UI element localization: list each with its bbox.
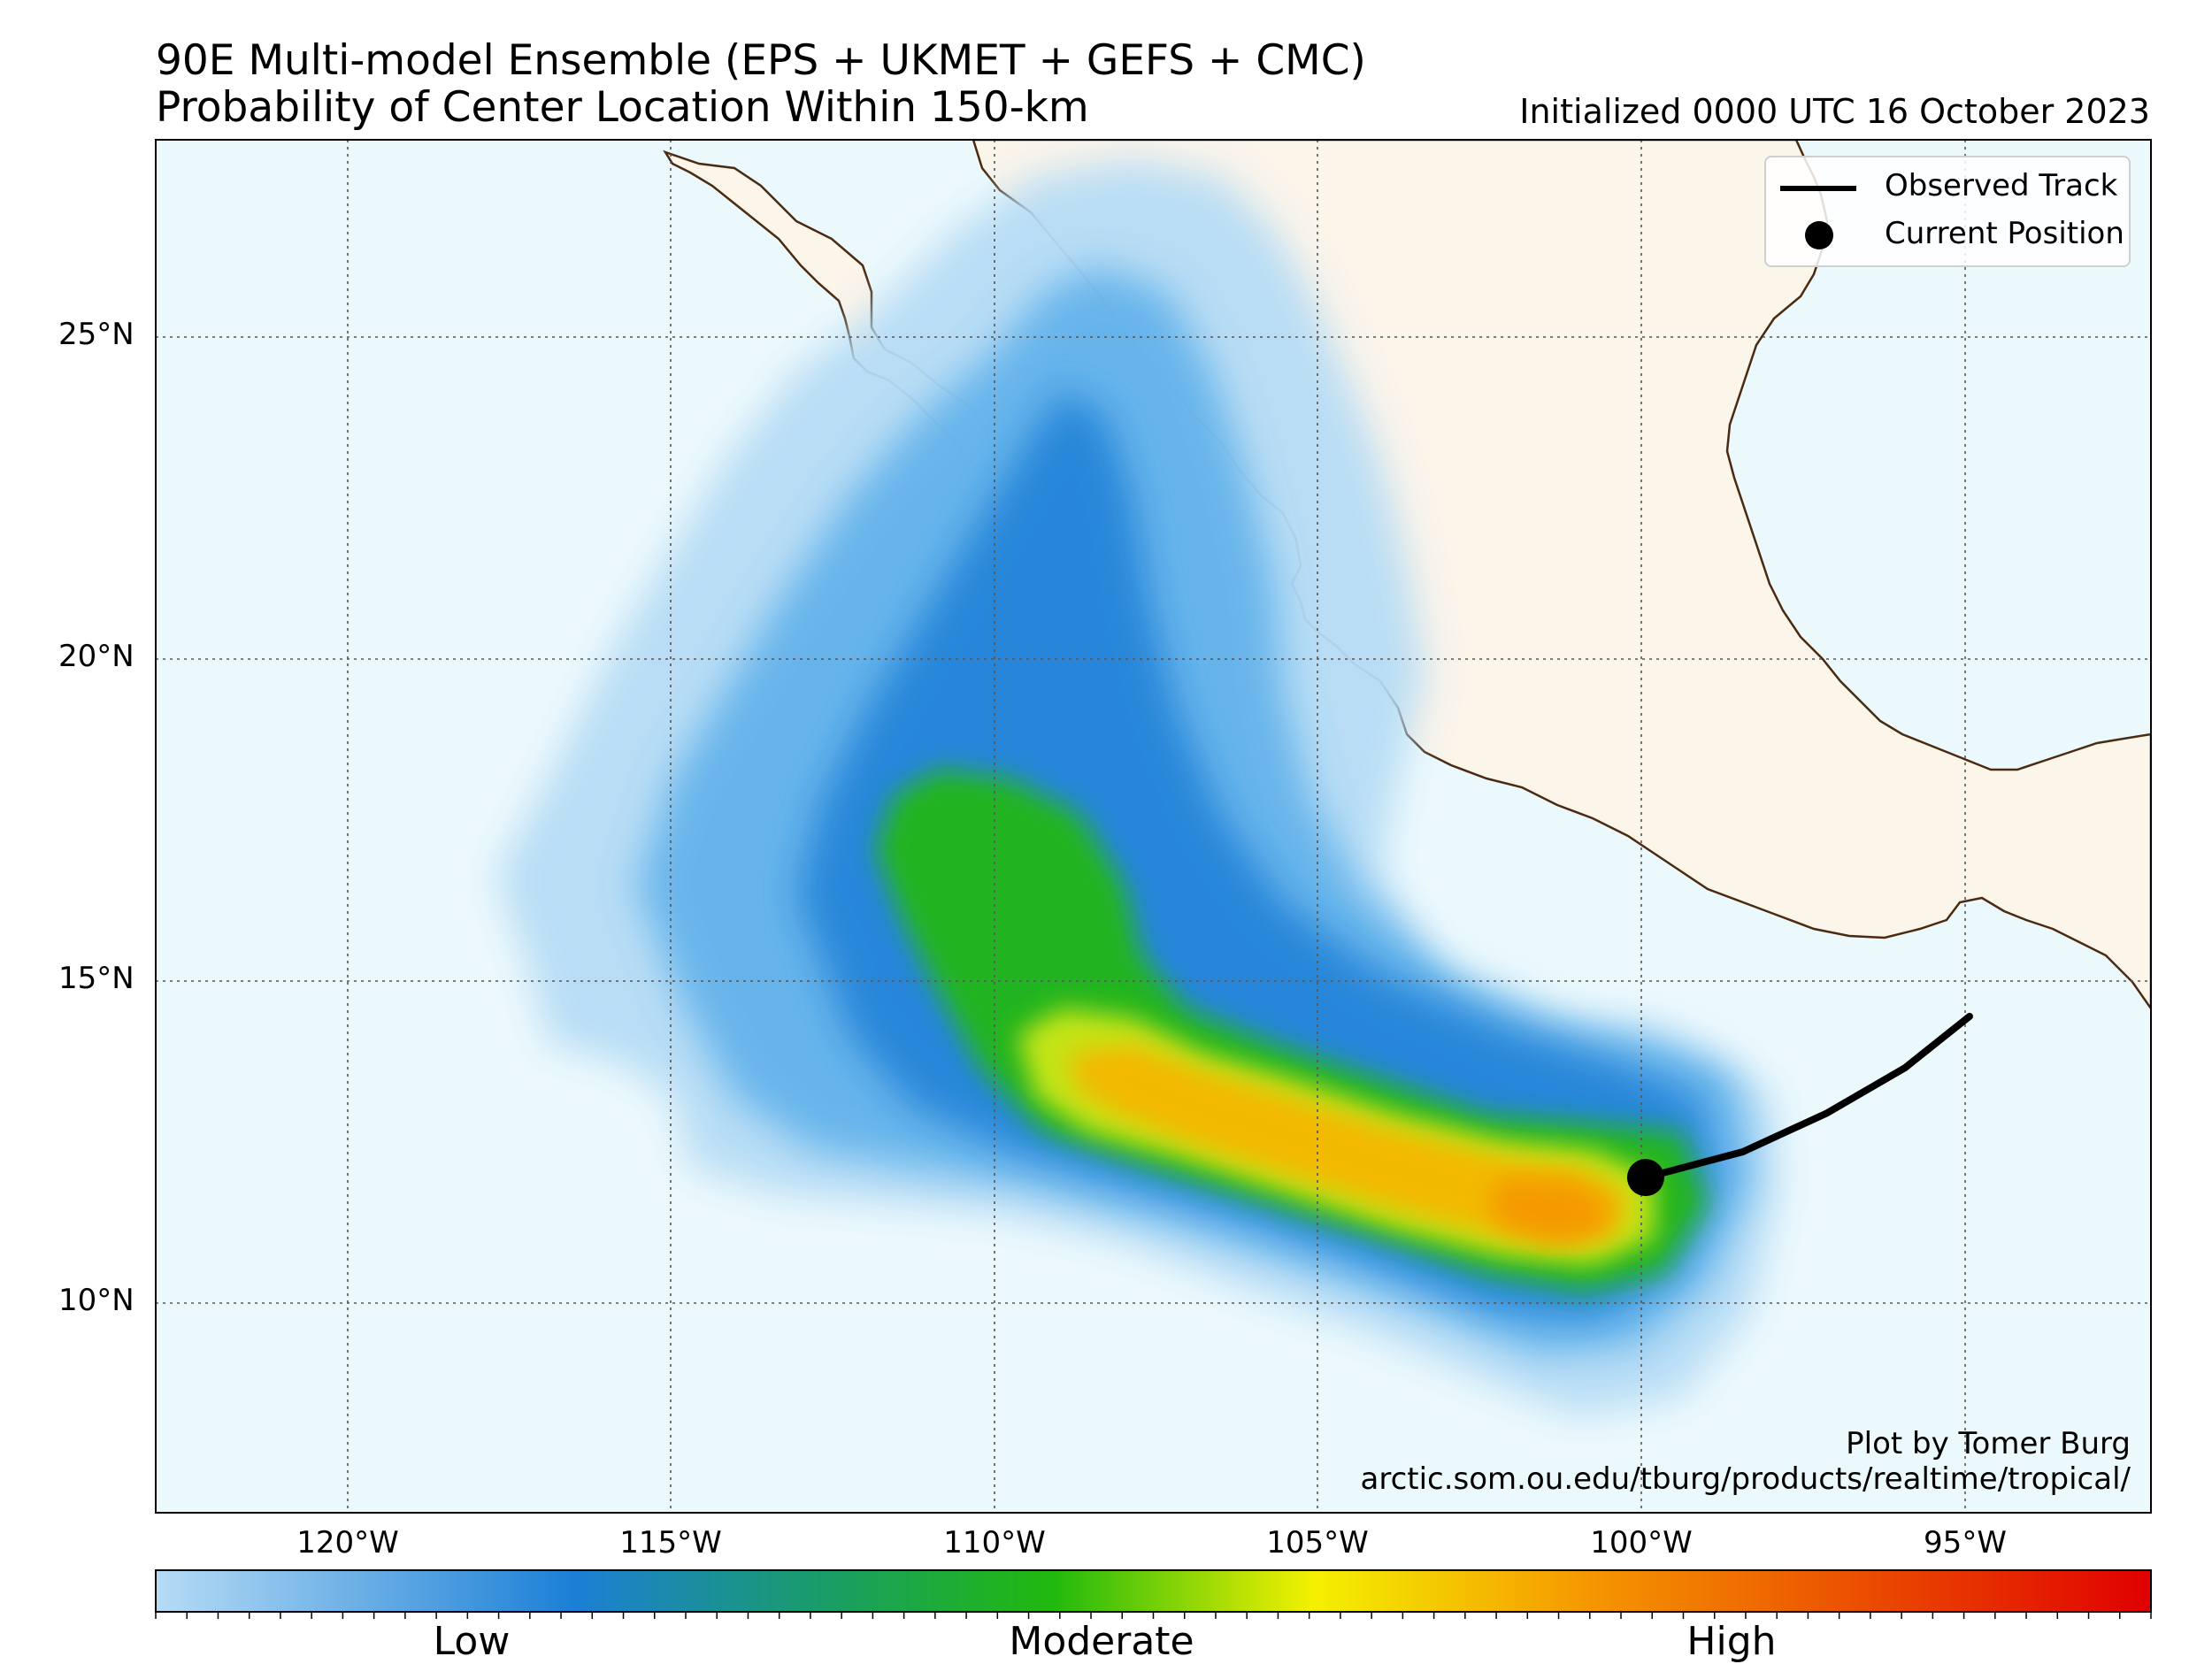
probability-field bbox=[495, 159, 1778, 1415]
lon-label-110w: 110°W bbox=[943, 1525, 1046, 1560]
lat-label-10n: 10°N bbox=[58, 1283, 134, 1318]
map-frame bbox=[155, 139, 2152, 1514]
legend-entry-track: Observed Track bbox=[1766, 165, 2129, 209]
lon-label-95w: 95°W bbox=[1924, 1525, 2007, 1560]
colorbar-label-moderate: Moderate bbox=[1009, 1619, 1194, 1664]
current-position-marker bbox=[1626, 1159, 1664, 1197]
source-url: arctic.som.ou.edu/tburg/products/realtim… bbox=[1360, 1461, 2131, 1497]
lon-label-105w: 105°W bbox=[1266, 1525, 1369, 1560]
position-dot-swatch bbox=[1805, 221, 1833, 249]
title-line-1: 90E Multi-model Ensemble (EPS + UKMET + … bbox=[156, 36, 1366, 85]
colorbar-label-high: High bbox=[1686, 1619, 1777, 1664]
legend-track-label: Observed Track bbox=[1885, 168, 2118, 203]
graticule bbox=[156, 140, 2151, 1513]
lat-label-20n: 20°N bbox=[58, 639, 134, 674]
lat-label-15n: 15°N bbox=[58, 961, 134, 996]
lon-label-120w: 120°W bbox=[296, 1525, 399, 1560]
lon-label-115w: 115°W bbox=[619, 1525, 722, 1560]
legend-entry-position: Current Position bbox=[1766, 212, 2129, 257]
map-legend: Observed Track Current Position bbox=[1764, 156, 2131, 267]
colorbar-ticks bbox=[155, 1612, 2152, 1619]
plot-credit: Plot by Tomer Burg bbox=[1846, 1426, 2131, 1461]
title-line-2: Probability of Center Location Within 15… bbox=[156, 83, 1089, 132]
observed-track-line bbox=[1641, 1012, 1973, 1182]
colorbar-label-low: Low bbox=[433, 1619, 511, 1664]
lat-label-25n: 25°N bbox=[58, 317, 134, 352]
colorbar bbox=[155, 1569, 2152, 1613]
initialized-time: Initialized 0000 UTC 16 October 2023 bbox=[1519, 92, 2150, 131]
lon-label-100w: 100°W bbox=[1590, 1525, 1693, 1560]
track-line-swatch bbox=[1780, 186, 1856, 191]
legend-position-label: Current Position bbox=[1885, 216, 2124, 251]
